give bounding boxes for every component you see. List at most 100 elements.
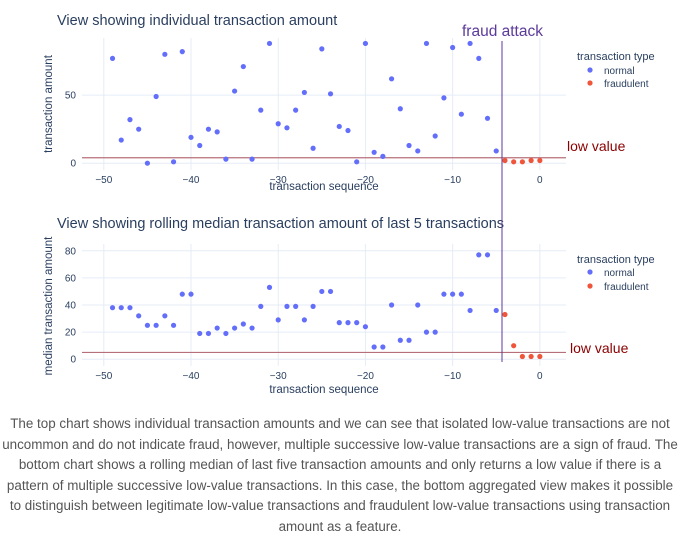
normal-data-point[interactable] [232, 325, 238, 331]
normal-data-point[interactable] [284, 125, 290, 131]
normal-data-point[interactable] [432, 133, 438, 139]
chart-bottom-legend-fraudulent-marker[interactable] [587, 283, 593, 289]
normal-data-point[interactable] [223, 330, 229, 337]
fraudulent-data-point[interactable] [519, 159, 525, 165]
normal-data-point[interactable] [319, 288, 325, 295]
normal-data-point[interactable] [458, 291, 464, 297]
normal-data-point[interactable] [301, 89, 307, 96]
normal-data-point[interactable] [170, 159, 177, 165]
normal-data-point[interactable] [301, 317, 307, 323]
normal-data-point[interactable] [214, 325, 220, 331]
normal-data-point[interactable] [467, 307, 473, 314]
normal-data-point[interactable] [144, 322, 151, 328]
normal-data-point[interactable] [214, 129, 220, 135]
normal-data-point[interactable] [423, 40, 430, 47]
normal-data-point[interactable] [205, 330, 212, 337]
normal-data-point[interactable] [284, 303, 290, 309]
normal-data-point[interactable] [415, 148, 421, 154]
normal-data-point[interactable] [266, 40, 273, 47]
normal-data-point[interactable] [397, 106, 403, 112]
chart-bottom-legend-normal-marker[interactable] [587, 269, 593, 275]
normal-data-point[interactable] [136, 313, 142, 319]
normal-data-point[interactable] [371, 149, 377, 155]
normal-data-point[interactable] [441, 95, 447, 101]
normal-data-point[interactable] [354, 320, 360, 326]
normal-data-point[interactable] [188, 291, 194, 297]
normal-data-point[interactable] [415, 302, 421, 308]
normal-data-point[interactable] [127, 305, 133, 311]
chart-bottom-legend-normal-label[interactable]: normal [604, 268, 635, 279]
chart-top-legend-fraudulent-label[interactable]: fraudulent [604, 79, 649, 90]
normal-data-point[interactable] [467, 40, 473, 47]
normal-data-point[interactable] [380, 344, 386, 350]
normal-data-point[interactable] [327, 91, 334, 97]
normal-data-point[interactable] [327, 288, 334, 295]
normal-data-point[interactable] [127, 117, 133, 123]
fraudulent-data-point[interactable] [502, 311, 508, 318]
fraudulent-data-point[interactable] [511, 159, 517, 165]
chart-top-legend-normal-marker[interactable] [587, 67, 593, 73]
normal-data-point[interactable] [493, 148, 499, 154]
normal-data-point[interactable] [406, 337, 412, 343]
normal-data-point[interactable] [240, 63, 246, 70]
normal-data-point[interactable] [266, 284, 273, 290]
normal-data-point[interactable] [319, 46, 325, 52]
normal-data-point[interactable] [232, 88, 238, 94]
normal-data-point[interactable] [179, 49, 185, 55]
normal-data-point[interactable] [310, 303, 316, 309]
normal-data-point[interactable] [484, 252, 491, 258]
normal-data-point[interactable] [476, 55, 482, 62]
normal-data-point[interactable] [423, 329, 430, 335]
normal-data-point[interactable] [406, 142, 412, 149]
normal-data-point[interactable] [197, 142, 203, 149]
normal-data-point[interactable] [109, 305, 116, 311]
normal-data-point[interactable] [476, 252, 482, 258]
normal-data-point[interactable] [310, 145, 316, 151]
normal-data-point[interactable] [249, 156, 255, 162]
normal-data-point[interactable] [336, 123, 342, 130]
normal-data-point[interactable] [258, 107, 264, 113]
normal-data-point[interactable] [153, 93, 159, 100]
normal-data-point[interactable] [197, 330, 203, 337]
normal-data-point[interactable] [345, 127, 351, 134]
normal-data-point[interactable] [162, 51, 168, 57]
normal-data-point[interactable] [397, 337, 403, 343]
normal-data-point[interactable] [223, 156, 229, 162]
normal-data-point[interactable] [432, 329, 438, 335]
chart-bottom-legend-fraudulent-label[interactable]: fraudulent [604, 282, 649, 293]
normal-data-point[interactable] [144, 160, 151, 166]
fraudulent-data-point[interactable] [537, 157, 543, 164]
normal-data-point[interactable] [275, 121, 281, 127]
normal-data-point[interactable] [109, 55, 116, 62]
normal-data-point[interactable] [371, 344, 377, 350]
fraudulent-data-point[interactable] [502, 157, 508, 164]
normal-data-point[interactable] [388, 302, 395, 308]
normal-data-point[interactable] [293, 107, 299, 113]
normal-data-point[interactable] [345, 320, 351, 326]
normal-data-point[interactable] [458, 111, 464, 117]
normal-data-point[interactable] [179, 291, 185, 297]
normal-data-point[interactable] [275, 317, 281, 323]
fraudulent-data-point[interactable] [519, 353, 525, 360]
chart-top-legend-normal-label[interactable]: normal [604, 66, 635, 77]
fraudulent-data-point[interactable] [511, 343, 517, 349]
normal-data-point[interactable] [450, 291, 456, 297]
normal-data-point[interactable] [450, 44, 456, 51]
normal-data-point[interactable] [484, 115, 491, 121]
chart-top-legend-fraudulent-marker[interactable] [587, 80, 593, 86]
normal-data-point[interactable] [493, 307, 499, 314]
normal-data-point[interactable] [362, 40, 369, 47]
normal-data-point[interactable] [136, 126, 142, 132]
normal-data-point[interactable] [205, 126, 212, 132]
normal-data-point[interactable] [293, 303, 299, 309]
normal-data-point[interactable] [362, 324, 369, 330]
normal-data-point[interactable] [170, 322, 177, 328]
fraudulent-data-point[interactable] [537, 353, 543, 360]
normal-data-point[interactable] [153, 322, 159, 328]
normal-data-point[interactable] [388, 76, 395, 82]
normal-data-point[interactable] [240, 321, 246, 327]
fraudulent-data-point[interactable] [528, 353, 534, 360]
fraudulent-data-point[interactable] [528, 157, 534, 164]
normal-data-point[interactable] [380, 153, 386, 159]
normal-data-point[interactable] [354, 159, 360, 165]
